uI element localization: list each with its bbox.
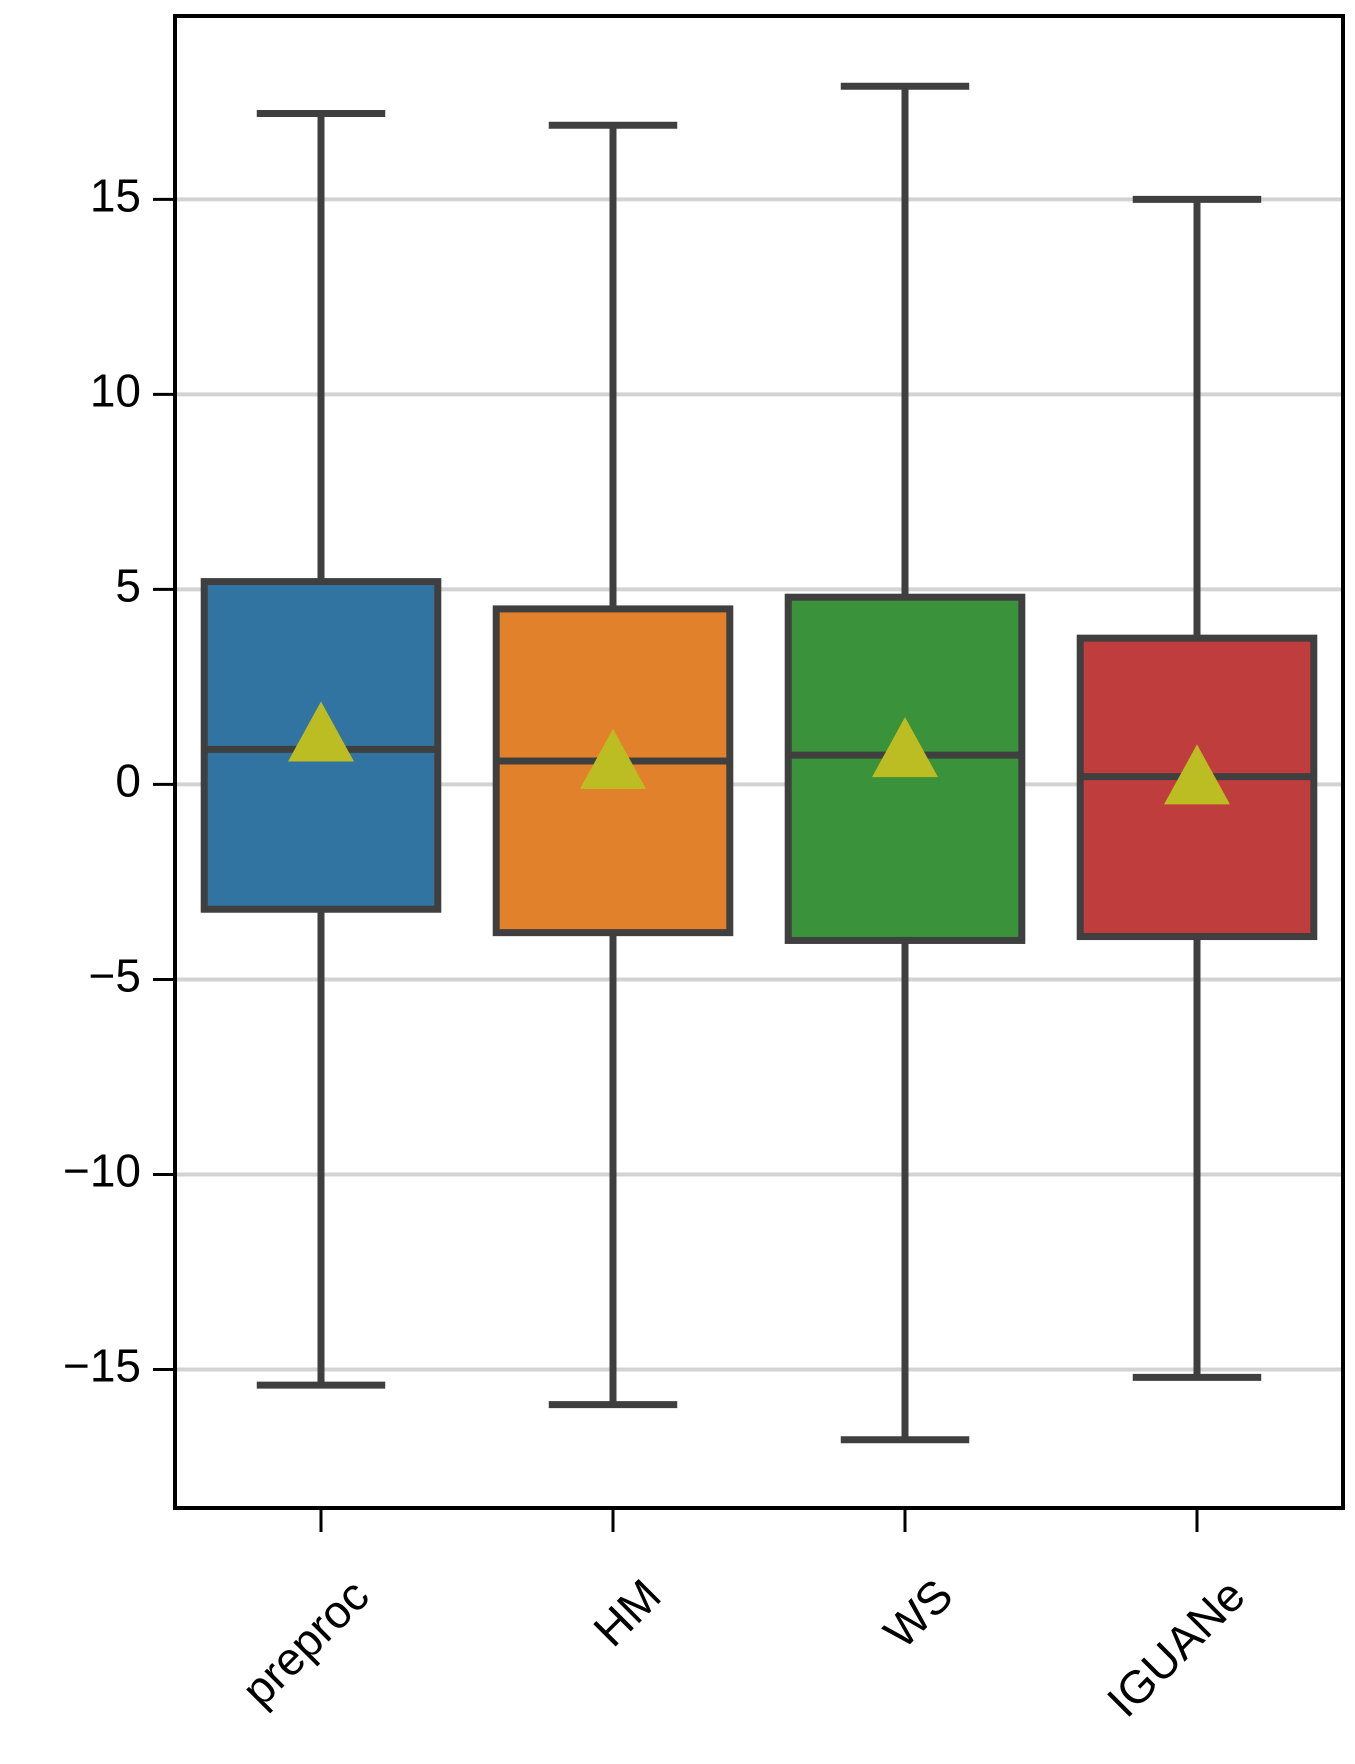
y-tick-label: −15 [63, 1340, 141, 1392]
x-tick-label: IGUANe [1097, 1569, 1255, 1727]
mean-marker [580, 728, 646, 789]
y-tick-label: −5 [89, 950, 141, 1002]
x-tick-label: WS [873, 1569, 962, 1658]
mean-marker [288, 701, 354, 762]
mean-marker [1164, 744, 1230, 805]
y-tick-label: 5 [115, 560, 141, 612]
axes-frame [173, 14, 1345, 1510]
x-tick-label: preproc [232, 1569, 379, 1716]
y-tick-label: −10 [63, 1145, 141, 1197]
y-tick-label: 10 [90, 365, 141, 417]
y-tick-label: 0 [115, 755, 141, 807]
x-tick-label: HM [583, 1569, 670, 1656]
mean-marker [872, 717, 938, 778]
y-tick-label: 15 [90, 169, 141, 221]
